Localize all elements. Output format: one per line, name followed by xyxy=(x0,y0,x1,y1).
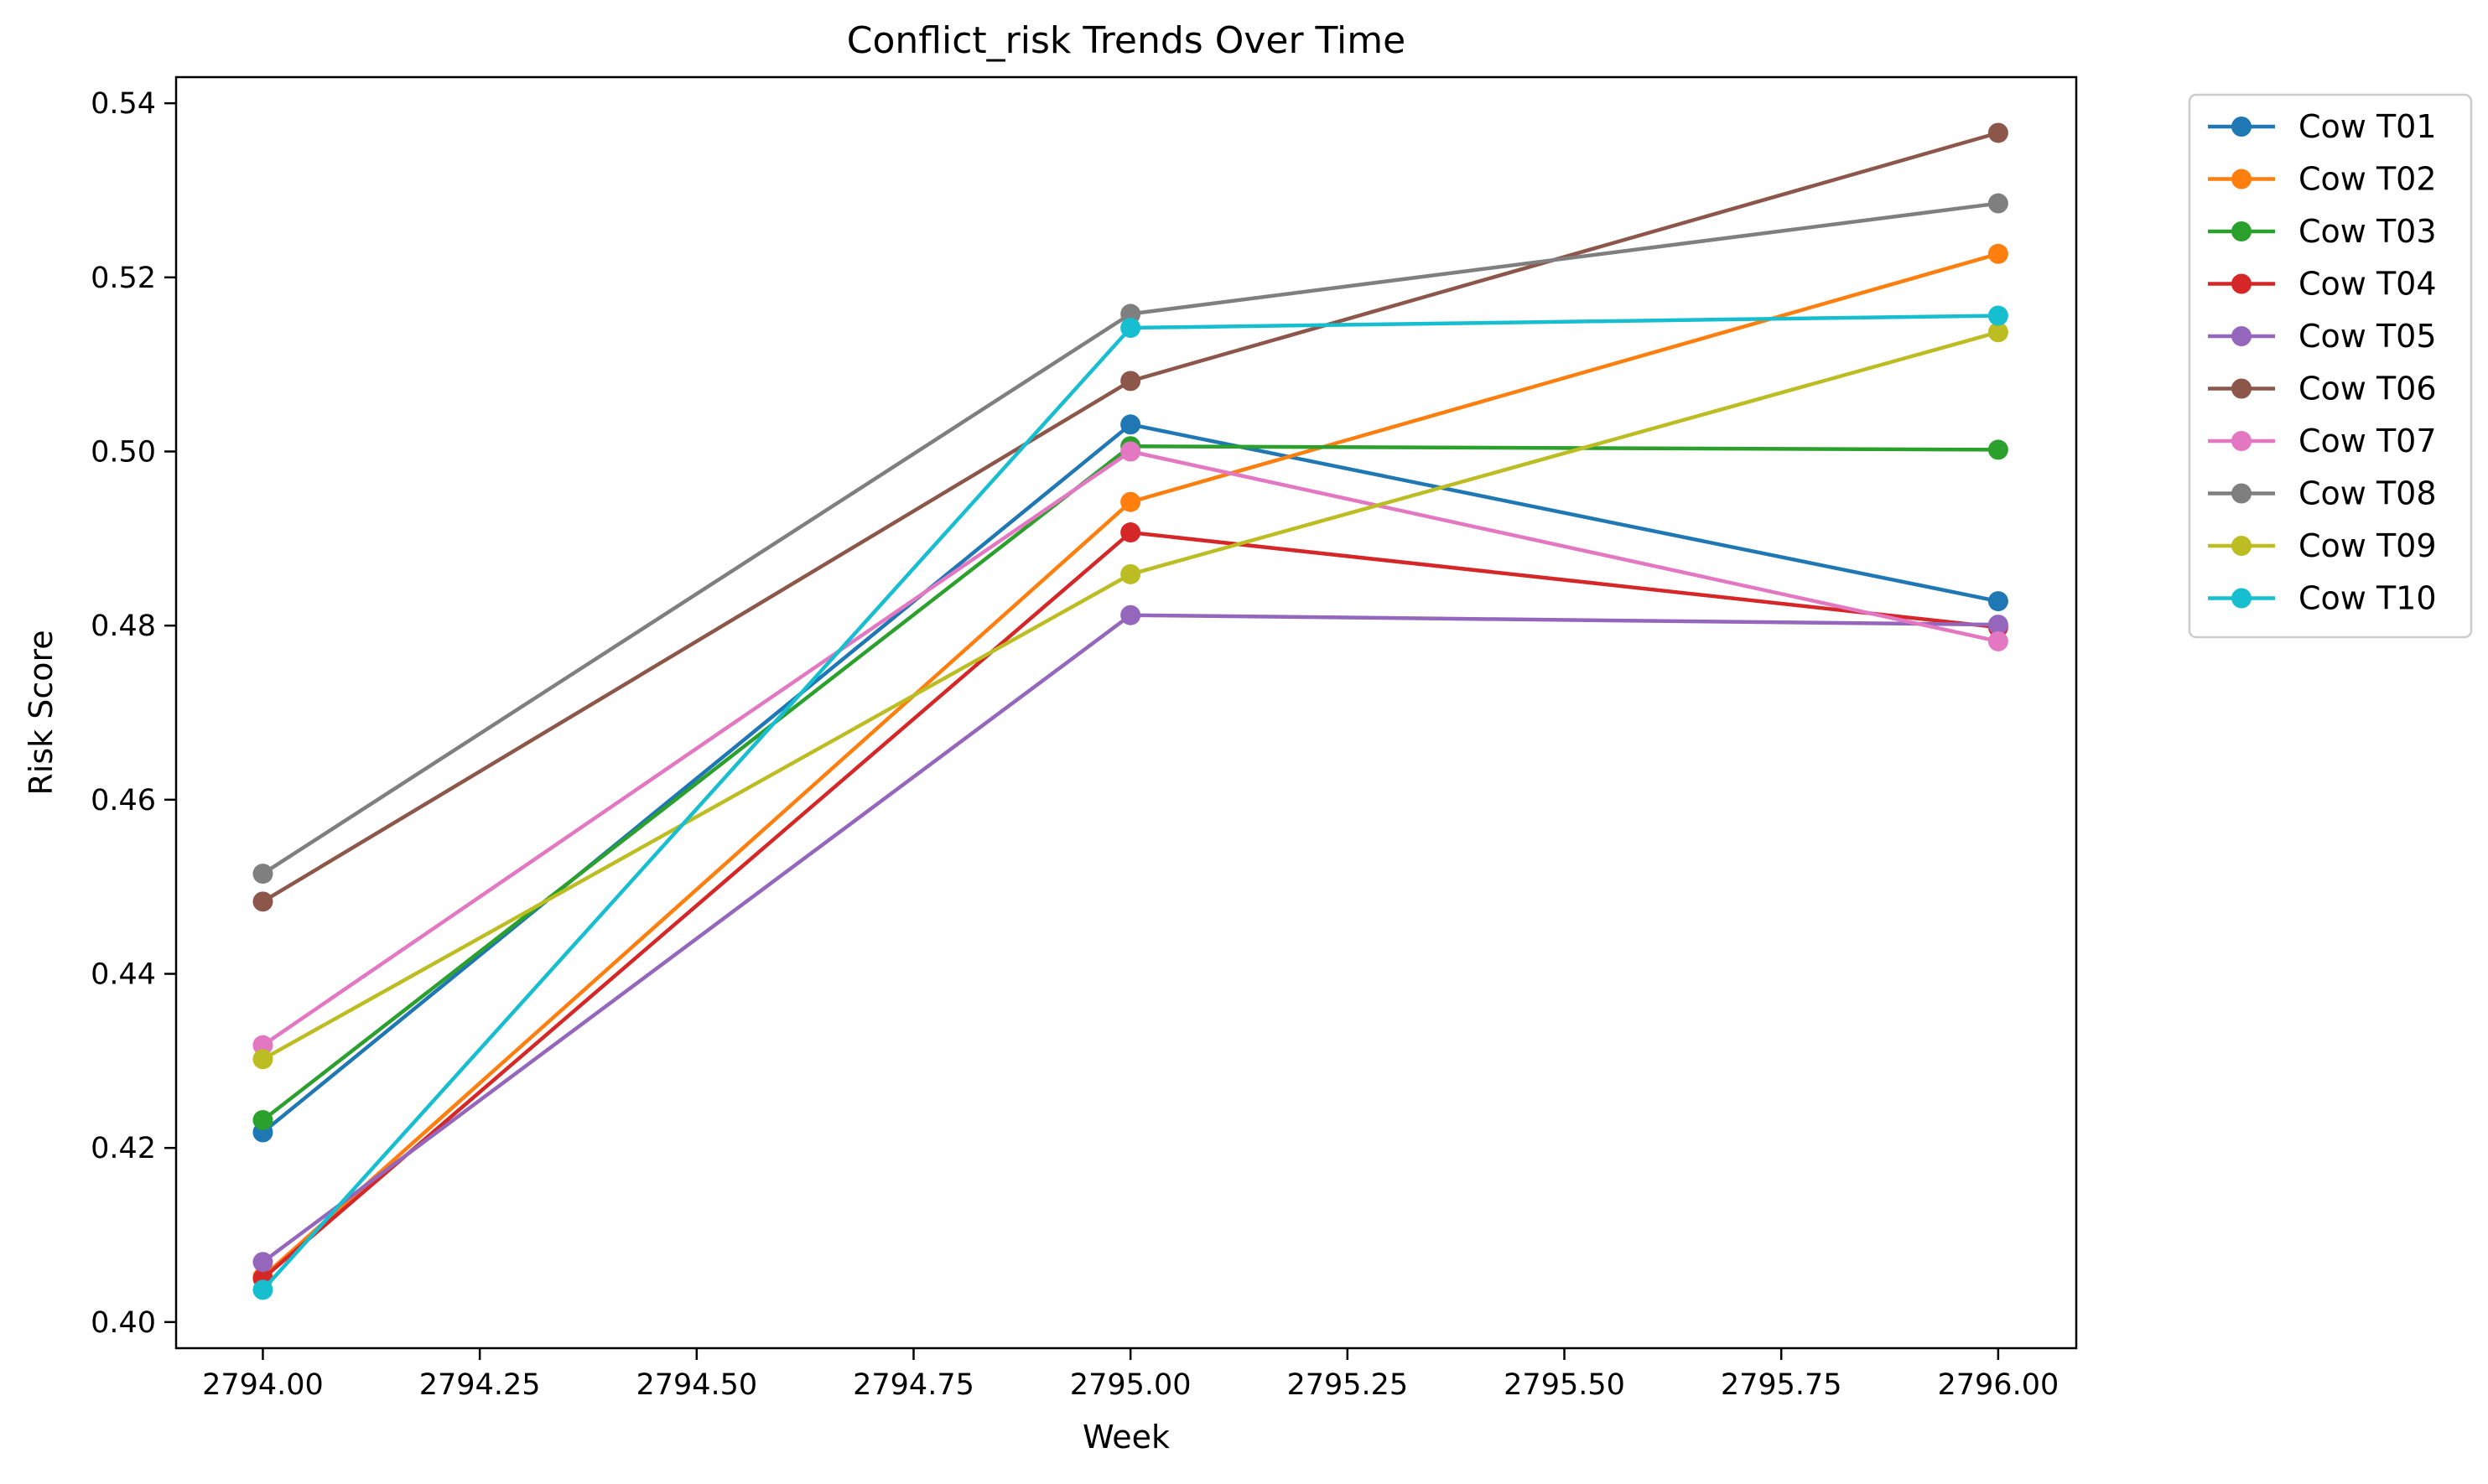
x-tick-label: 2795.50 xyxy=(1504,1368,1625,1402)
legend-marker xyxy=(2231,536,2252,556)
data-point xyxy=(1987,243,2008,264)
series-cow-t08 xyxy=(252,193,2008,885)
y-axis-label: Risk Score xyxy=(23,630,60,795)
series-cow-t09 xyxy=(252,322,2008,1070)
data-point xyxy=(1120,371,1141,392)
legend-entry: Cow T10 xyxy=(2208,580,2437,617)
y-tick-label: 0.54 xyxy=(91,87,156,121)
data-point xyxy=(1120,318,1141,339)
data-point xyxy=(1120,491,1141,512)
legend-marker xyxy=(2231,117,2252,137)
x-tick-label: 2795.75 xyxy=(1721,1368,1842,1402)
plot-frame xyxy=(174,75,2078,1350)
y-tick-label: 0.50 xyxy=(91,435,156,469)
series-cow-t10 xyxy=(252,305,2008,1300)
data-point xyxy=(1987,615,2008,636)
legend: Cow T01 Cow T02 Cow T03 Cow T04 Cow T05 Cow T… xyxy=(2188,93,2473,639)
x-tick-label: 2795.25 xyxy=(1286,1368,1408,1402)
y-tick-label: 0.48 xyxy=(91,610,156,643)
legend-label: Cow T07 xyxy=(2298,423,2437,459)
chart-title: Conflict_risk Trends Over Time xyxy=(847,19,1405,62)
data-point xyxy=(252,891,273,912)
x-tick-label: 2794.25 xyxy=(419,1368,541,1402)
y-tick-label: 0.52 xyxy=(91,262,156,295)
legend-label: Cow T09 xyxy=(2298,527,2437,564)
y-tick-label: 0.44 xyxy=(91,958,156,992)
x-tick-label: 2796.00 xyxy=(1938,1368,2059,1402)
data-point xyxy=(1120,563,1141,584)
series-cow-t07 xyxy=(252,441,2008,1056)
legend-entry: Cow T06 xyxy=(2208,371,2437,407)
legend-label: Cow T04 xyxy=(2298,266,2437,303)
series-cow-t05 xyxy=(252,604,2008,1273)
data-point xyxy=(1987,322,2008,343)
data-point xyxy=(1120,414,1141,435)
legend-marker xyxy=(2231,588,2252,609)
x-tick-label: 2795.00 xyxy=(1070,1368,1192,1402)
legend-entry: Cow T04 xyxy=(2208,266,2437,303)
legend-entry: Cow T03 xyxy=(2208,213,2437,250)
legend-entry: Cow T01 xyxy=(2208,108,2437,145)
legend-label: Cow T03 xyxy=(2298,213,2437,250)
legend-marker xyxy=(2231,221,2252,241)
y-tick-label: 0.40 xyxy=(91,1306,156,1340)
data-point xyxy=(252,1049,273,1070)
data-point xyxy=(1120,522,1141,543)
x-tick-label: 2794.75 xyxy=(853,1368,974,1402)
data-point xyxy=(1987,630,2008,651)
legend-entry: Cow T09 xyxy=(2208,527,2437,564)
legend-marker xyxy=(2231,378,2252,399)
data-point xyxy=(1120,441,1141,462)
data-point xyxy=(252,1035,273,1056)
x-tick-label: 2794.00 xyxy=(202,1368,324,1402)
plot-area: 2794.00 2794.25 2794.50 2794.75 2795.00 2795.… xyxy=(91,75,2078,1402)
series-cow-t06 xyxy=(252,122,2008,912)
data-point xyxy=(252,864,273,885)
legend-label: Cow T08 xyxy=(2298,475,2437,512)
x-tick-label: 2794.50 xyxy=(636,1368,757,1402)
legend-entry: Cow T05 xyxy=(2208,318,2437,355)
data-point xyxy=(1987,439,2008,460)
legend-label: Cow T06 xyxy=(2298,371,2437,407)
data-point xyxy=(1987,305,2008,326)
legend-marker xyxy=(2231,273,2252,294)
legend-label: Cow T02 xyxy=(2298,161,2437,198)
legend-entry: Cow T08 xyxy=(2208,475,2437,512)
data-point xyxy=(252,1109,273,1130)
data-point xyxy=(252,1252,273,1273)
legend-marker xyxy=(2231,169,2252,189)
data-point xyxy=(1120,604,1141,625)
x-axis-label: Week xyxy=(1083,1419,1170,1455)
legend-label: Cow T05 xyxy=(2298,318,2437,355)
legend-label: Cow T10 xyxy=(2298,580,2437,617)
legend-entry: Cow T02 xyxy=(2208,161,2437,198)
y-tick-label: 0.46 xyxy=(91,784,156,817)
legend-marker xyxy=(2231,431,2252,451)
data-point xyxy=(252,1279,273,1300)
data-point xyxy=(1987,591,2008,612)
legend-marker xyxy=(2231,483,2252,504)
data-point xyxy=(1120,304,1141,324)
legend-label: Cow T01 xyxy=(2298,108,2437,145)
legend-entry: Cow T07 xyxy=(2208,423,2437,459)
y-tick-label: 0.42 xyxy=(91,1132,156,1165)
data-point xyxy=(1987,193,2008,214)
data-point xyxy=(1987,122,2008,143)
legend-marker xyxy=(2231,326,2252,346)
